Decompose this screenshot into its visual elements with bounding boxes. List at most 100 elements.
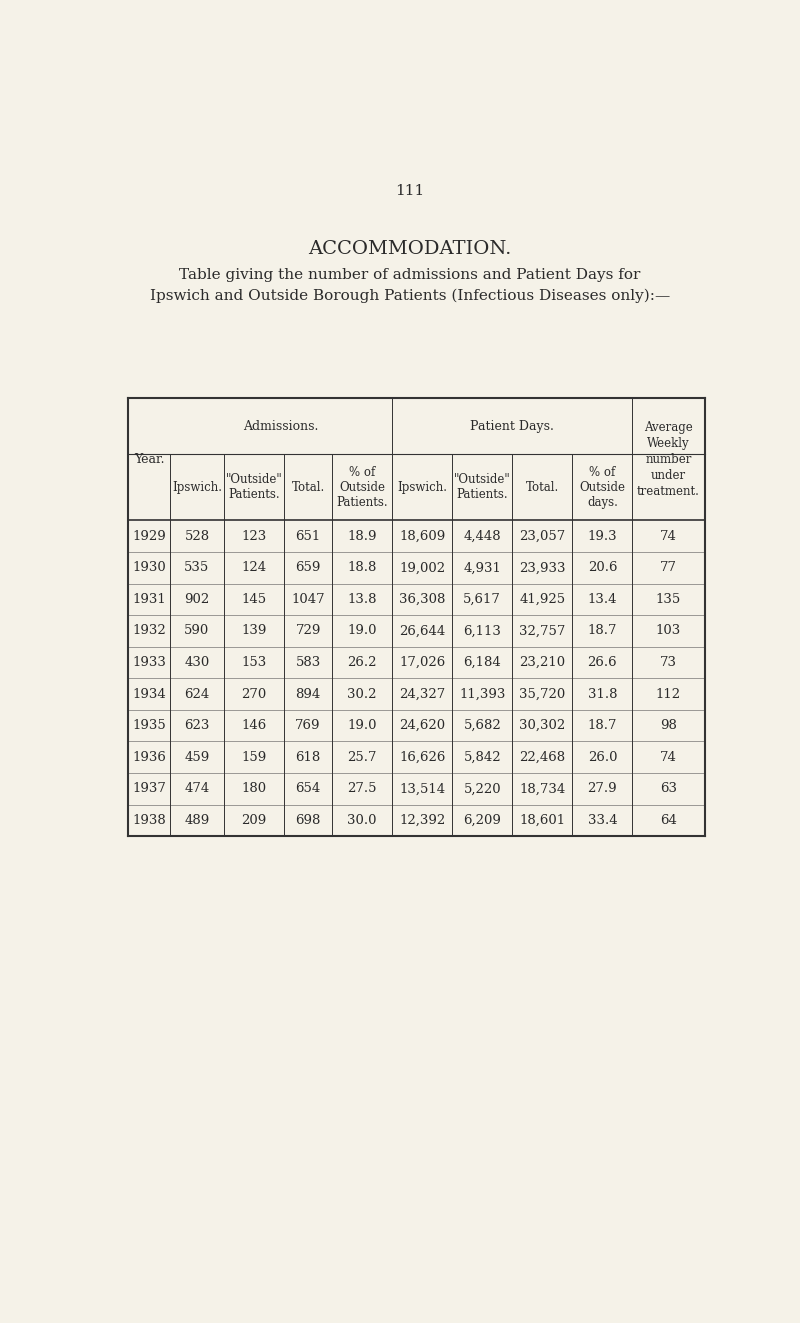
Text: Year.: Year. xyxy=(134,452,164,466)
Text: 22,468: 22,468 xyxy=(519,750,566,763)
Text: "Outside"
Patients.: "Outside" Patients. xyxy=(454,474,510,501)
Text: 18,609: 18,609 xyxy=(399,529,446,542)
Text: Average
Weekly
number
under
treatment.: Average Weekly number under treatment. xyxy=(637,421,700,497)
Text: 18,601: 18,601 xyxy=(519,814,566,827)
Text: 30,302: 30,302 xyxy=(519,720,566,732)
Text: 618: 618 xyxy=(295,750,321,763)
Text: 27.9: 27.9 xyxy=(587,782,618,795)
Text: 1935: 1935 xyxy=(132,720,166,732)
Text: 180: 180 xyxy=(242,782,266,795)
Text: Admissions.: Admissions. xyxy=(243,419,318,433)
Text: 19.0: 19.0 xyxy=(347,720,377,732)
Text: 19.0: 19.0 xyxy=(347,624,377,638)
Text: Ipswich.: Ipswich. xyxy=(398,480,447,493)
Text: 13.4: 13.4 xyxy=(588,593,617,606)
Text: 23,057: 23,057 xyxy=(519,529,566,542)
Text: 103: 103 xyxy=(656,624,681,638)
Text: 651: 651 xyxy=(295,529,321,542)
Text: 73: 73 xyxy=(660,656,677,669)
Text: 26.6: 26.6 xyxy=(587,656,618,669)
Text: 1938: 1938 xyxy=(132,814,166,827)
Text: 74: 74 xyxy=(660,529,677,542)
Text: 30.2: 30.2 xyxy=(347,688,377,701)
Text: 430: 430 xyxy=(184,656,210,669)
Text: 13,514: 13,514 xyxy=(399,782,446,795)
Text: 18.7: 18.7 xyxy=(588,720,617,732)
Text: 489: 489 xyxy=(184,814,210,827)
Text: 153: 153 xyxy=(242,656,266,669)
Text: 26.0: 26.0 xyxy=(588,750,617,763)
Text: Total.: Total. xyxy=(291,480,325,493)
Text: % of
Outside
Patients.: % of Outside Patients. xyxy=(336,466,388,509)
Text: 23,210: 23,210 xyxy=(519,656,566,669)
Text: 4,931: 4,931 xyxy=(463,561,502,574)
Text: 35,720: 35,720 xyxy=(519,688,566,701)
Text: 528: 528 xyxy=(185,529,210,542)
Text: 18.7: 18.7 xyxy=(588,624,617,638)
Text: 30.0: 30.0 xyxy=(347,814,377,827)
Text: 729: 729 xyxy=(295,624,321,638)
Text: Ipswich.: Ipswich. xyxy=(172,480,222,493)
Text: 111: 111 xyxy=(395,184,425,198)
Text: 26.2: 26.2 xyxy=(347,656,377,669)
Text: 31.8: 31.8 xyxy=(588,688,617,701)
Text: 26,644: 26,644 xyxy=(399,624,446,638)
Text: 124: 124 xyxy=(242,561,266,574)
Text: 654: 654 xyxy=(295,782,321,795)
Text: % of
Outside
days.: % of Outside days. xyxy=(579,466,626,509)
Text: 145: 145 xyxy=(242,593,266,606)
Text: 6,184: 6,184 xyxy=(463,656,501,669)
Text: 5,682: 5,682 xyxy=(463,720,501,732)
Text: 6,209: 6,209 xyxy=(463,814,502,827)
Text: 41,925: 41,925 xyxy=(519,593,566,606)
Text: 5,617: 5,617 xyxy=(463,593,502,606)
Text: 12,392: 12,392 xyxy=(399,814,446,827)
Text: 270: 270 xyxy=(242,688,266,701)
Text: 1931: 1931 xyxy=(132,593,166,606)
Text: Total.: Total. xyxy=(526,480,559,493)
Text: 590: 590 xyxy=(184,624,210,638)
Text: 535: 535 xyxy=(184,561,210,574)
Text: 146: 146 xyxy=(242,720,266,732)
Text: 135: 135 xyxy=(656,593,681,606)
Text: 624: 624 xyxy=(184,688,210,701)
Text: 77: 77 xyxy=(660,561,677,574)
Text: 123: 123 xyxy=(242,529,266,542)
Text: 902: 902 xyxy=(184,593,210,606)
Text: 17,026: 17,026 xyxy=(399,656,446,669)
Text: 1937: 1937 xyxy=(132,782,166,795)
Text: 19,002: 19,002 xyxy=(399,561,446,574)
Text: 1929: 1929 xyxy=(132,529,166,542)
Text: 5,842: 5,842 xyxy=(463,750,501,763)
Text: 698: 698 xyxy=(295,814,321,827)
Text: 23,933: 23,933 xyxy=(519,561,566,574)
Text: 11,393: 11,393 xyxy=(459,688,506,701)
Text: 5,220: 5,220 xyxy=(463,782,501,795)
Text: 24,327: 24,327 xyxy=(399,688,446,701)
Text: 1936: 1936 xyxy=(132,750,166,763)
Text: 63: 63 xyxy=(660,782,677,795)
Text: 112: 112 xyxy=(656,688,681,701)
Text: 16,626: 16,626 xyxy=(399,750,446,763)
Text: 32,757: 32,757 xyxy=(519,624,566,638)
Text: 33.4: 33.4 xyxy=(587,814,618,827)
Text: 659: 659 xyxy=(295,561,321,574)
Text: 18.9: 18.9 xyxy=(347,529,377,542)
Text: 459: 459 xyxy=(184,750,210,763)
Text: 474: 474 xyxy=(184,782,210,795)
Text: 1933: 1933 xyxy=(132,656,166,669)
Text: 1934: 1934 xyxy=(132,688,166,701)
Text: 18,734: 18,734 xyxy=(519,782,566,795)
Text: 13.8: 13.8 xyxy=(347,593,377,606)
Text: 98: 98 xyxy=(660,720,677,732)
Text: 27.5: 27.5 xyxy=(347,782,377,795)
Text: 1930: 1930 xyxy=(132,561,166,574)
Text: 209: 209 xyxy=(242,814,266,827)
Text: Table giving the number of admissions and Patient Days for
Ipswich and Outside B: Table giving the number of admissions an… xyxy=(150,267,670,303)
Text: "Outside"
Patients.: "Outside" Patients. xyxy=(226,474,282,501)
Text: Patient Days.: Patient Days. xyxy=(470,419,554,433)
Text: 36,308: 36,308 xyxy=(399,593,446,606)
Text: 623: 623 xyxy=(184,720,210,732)
Text: 894: 894 xyxy=(295,688,321,701)
Text: 20.6: 20.6 xyxy=(588,561,617,574)
